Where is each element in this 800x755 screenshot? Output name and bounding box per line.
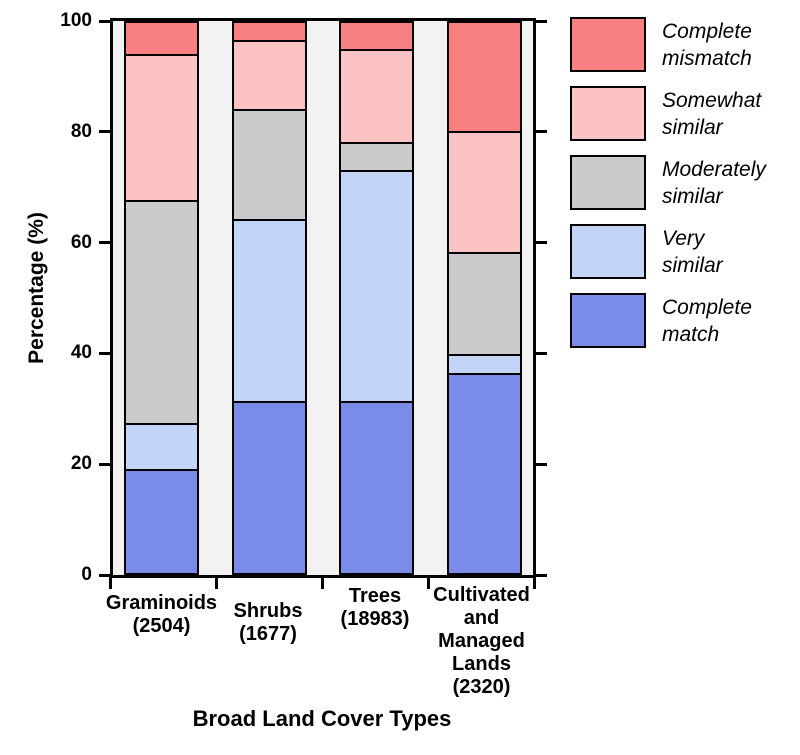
y-tick-label-60: 60 (70, 231, 92, 253)
legend-label: Complete mismatch (662, 19, 752, 70)
bar-2 (231, 21, 307, 575)
legend-item-very-similar: Very similar (570, 224, 766, 279)
bar-segment (448, 133, 520, 254)
left-y-tick-80 (99, 130, 111, 134)
y-tick-label-100: 100 (60, 10, 92, 31)
right-y-tick-20 (535, 462, 547, 466)
x-axis-tick (426, 575, 430, 589)
bar-segment (341, 23, 413, 51)
bar-segment (126, 23, 197, 56)
right-y-tick-60 (535, 241, 547, 245)
bar-segment (126, 471, 197, 573)
legend-swatch-complete-match (570, 293, 646, 348)
plot-area (110, 18, 536, 578)
bar-segment (233, 111, 305, 221)
bar-segment (341, 144, 413, 172)
legend-item-complete-mismatch: Complete mismatch (570, 17, 766, 72)
right-y-tick-100 (535, 19, 547, 23)
legend-label: Complete match (662, 295, 752, 346)
bar-segment (341, 402, 413, 573)
legend-swatch-complete-mismatch (570, 17, 646, 72)
bar-1 (124, 21, 199, 575)
bar-segment (233, 23, 305, 43)
y-tick-label-40: 40 (70, 342, 92, 364)
left-y-tick-60 (99, 241, 111, 245)
bar-segment (233, 221, 305, 403)
category-label-3: Trees (18983) (340, 585, 410, 630)
right-y-tick-0 (535, 573, 547, 577)
legend: Complete mismatch Somewhat similar Moder… (570, 17, 766, 348)
y-tick-label-80: 80 (70, 120, 92, 142)
legend-swatch-very-similar (570, 224, 646, 279)
bar-segment (233, 402, 305, 573)
legend-swatch-moderately-similar (570, 155, 646, 210)
bar-segment (448, 254, 520, 356)
bar-4 (446, 21, 522, 575)
bar-segment (126, 201, 197, 425)
x-axis-tick (532, 575, 536, 589)
x-axis-tick (320, 575, 324, 589)
legend-swatch-somewhat-similar (570, 86, 646, 141)
left-y-tick-20 (99, 462, 111, 466)
legend-item-moderately-similar: Moderately similar (570, 155, 766, 210)
legend-item-complete-match: Complete match (570, 293, 766, 348)
bar-3 (339, 21, 415, 575)
bar-segment (233, 42, 305, 111)
right-y-tick-40 (535, 351, 547, 355)
x-axis-tick (108, 575, 112, 589)
y-tick-label-0: 0 (81, 564, 92, 585)
bar-segment (448, 355, 520, 375)
legend-item-somewhat-similar: Somewhat similar (570, 86, 766, 141)
bar-segment (126, 56, 197, 202)
category-label-2: Shrubs (1677) (233, 600, 303, 645)
category-label-4: Cultivated and Managed Lands (2320) (433, 584, 530, 698)
right-y-tick-80 (535, 130, 547, 134)
legend-label: Somewhat similar (662, 88, 762, 139)
legend-label: Moderately similar (662, 157, 766, 208)
bar-segment (448, 23, 520, 133)
x-axis-tick (214, 575, 218, 589)
left-y-tick-0 (99, 573, 111, 577)
bar-segment (341, 171, 413, 403)
x-axis-title: Broad Land Cover Types (192, 706, 452, 731)
left-y-tick-40 (99, 351, 111, 355)
bar-segment (126, 424, 197, 472)
bar-segment (448, 375, 520, 573)
category-label-1: Graminoids (2504) (105, 592, 218, 637)
left-y-tick-100 (99, 19, 111, 23)
legend-label: Very similar (662, 226, 723, 277)
bar-segment (341, 50, 413, 144)
y-tick-label-20: 20 (70, 453, 92, 475)
